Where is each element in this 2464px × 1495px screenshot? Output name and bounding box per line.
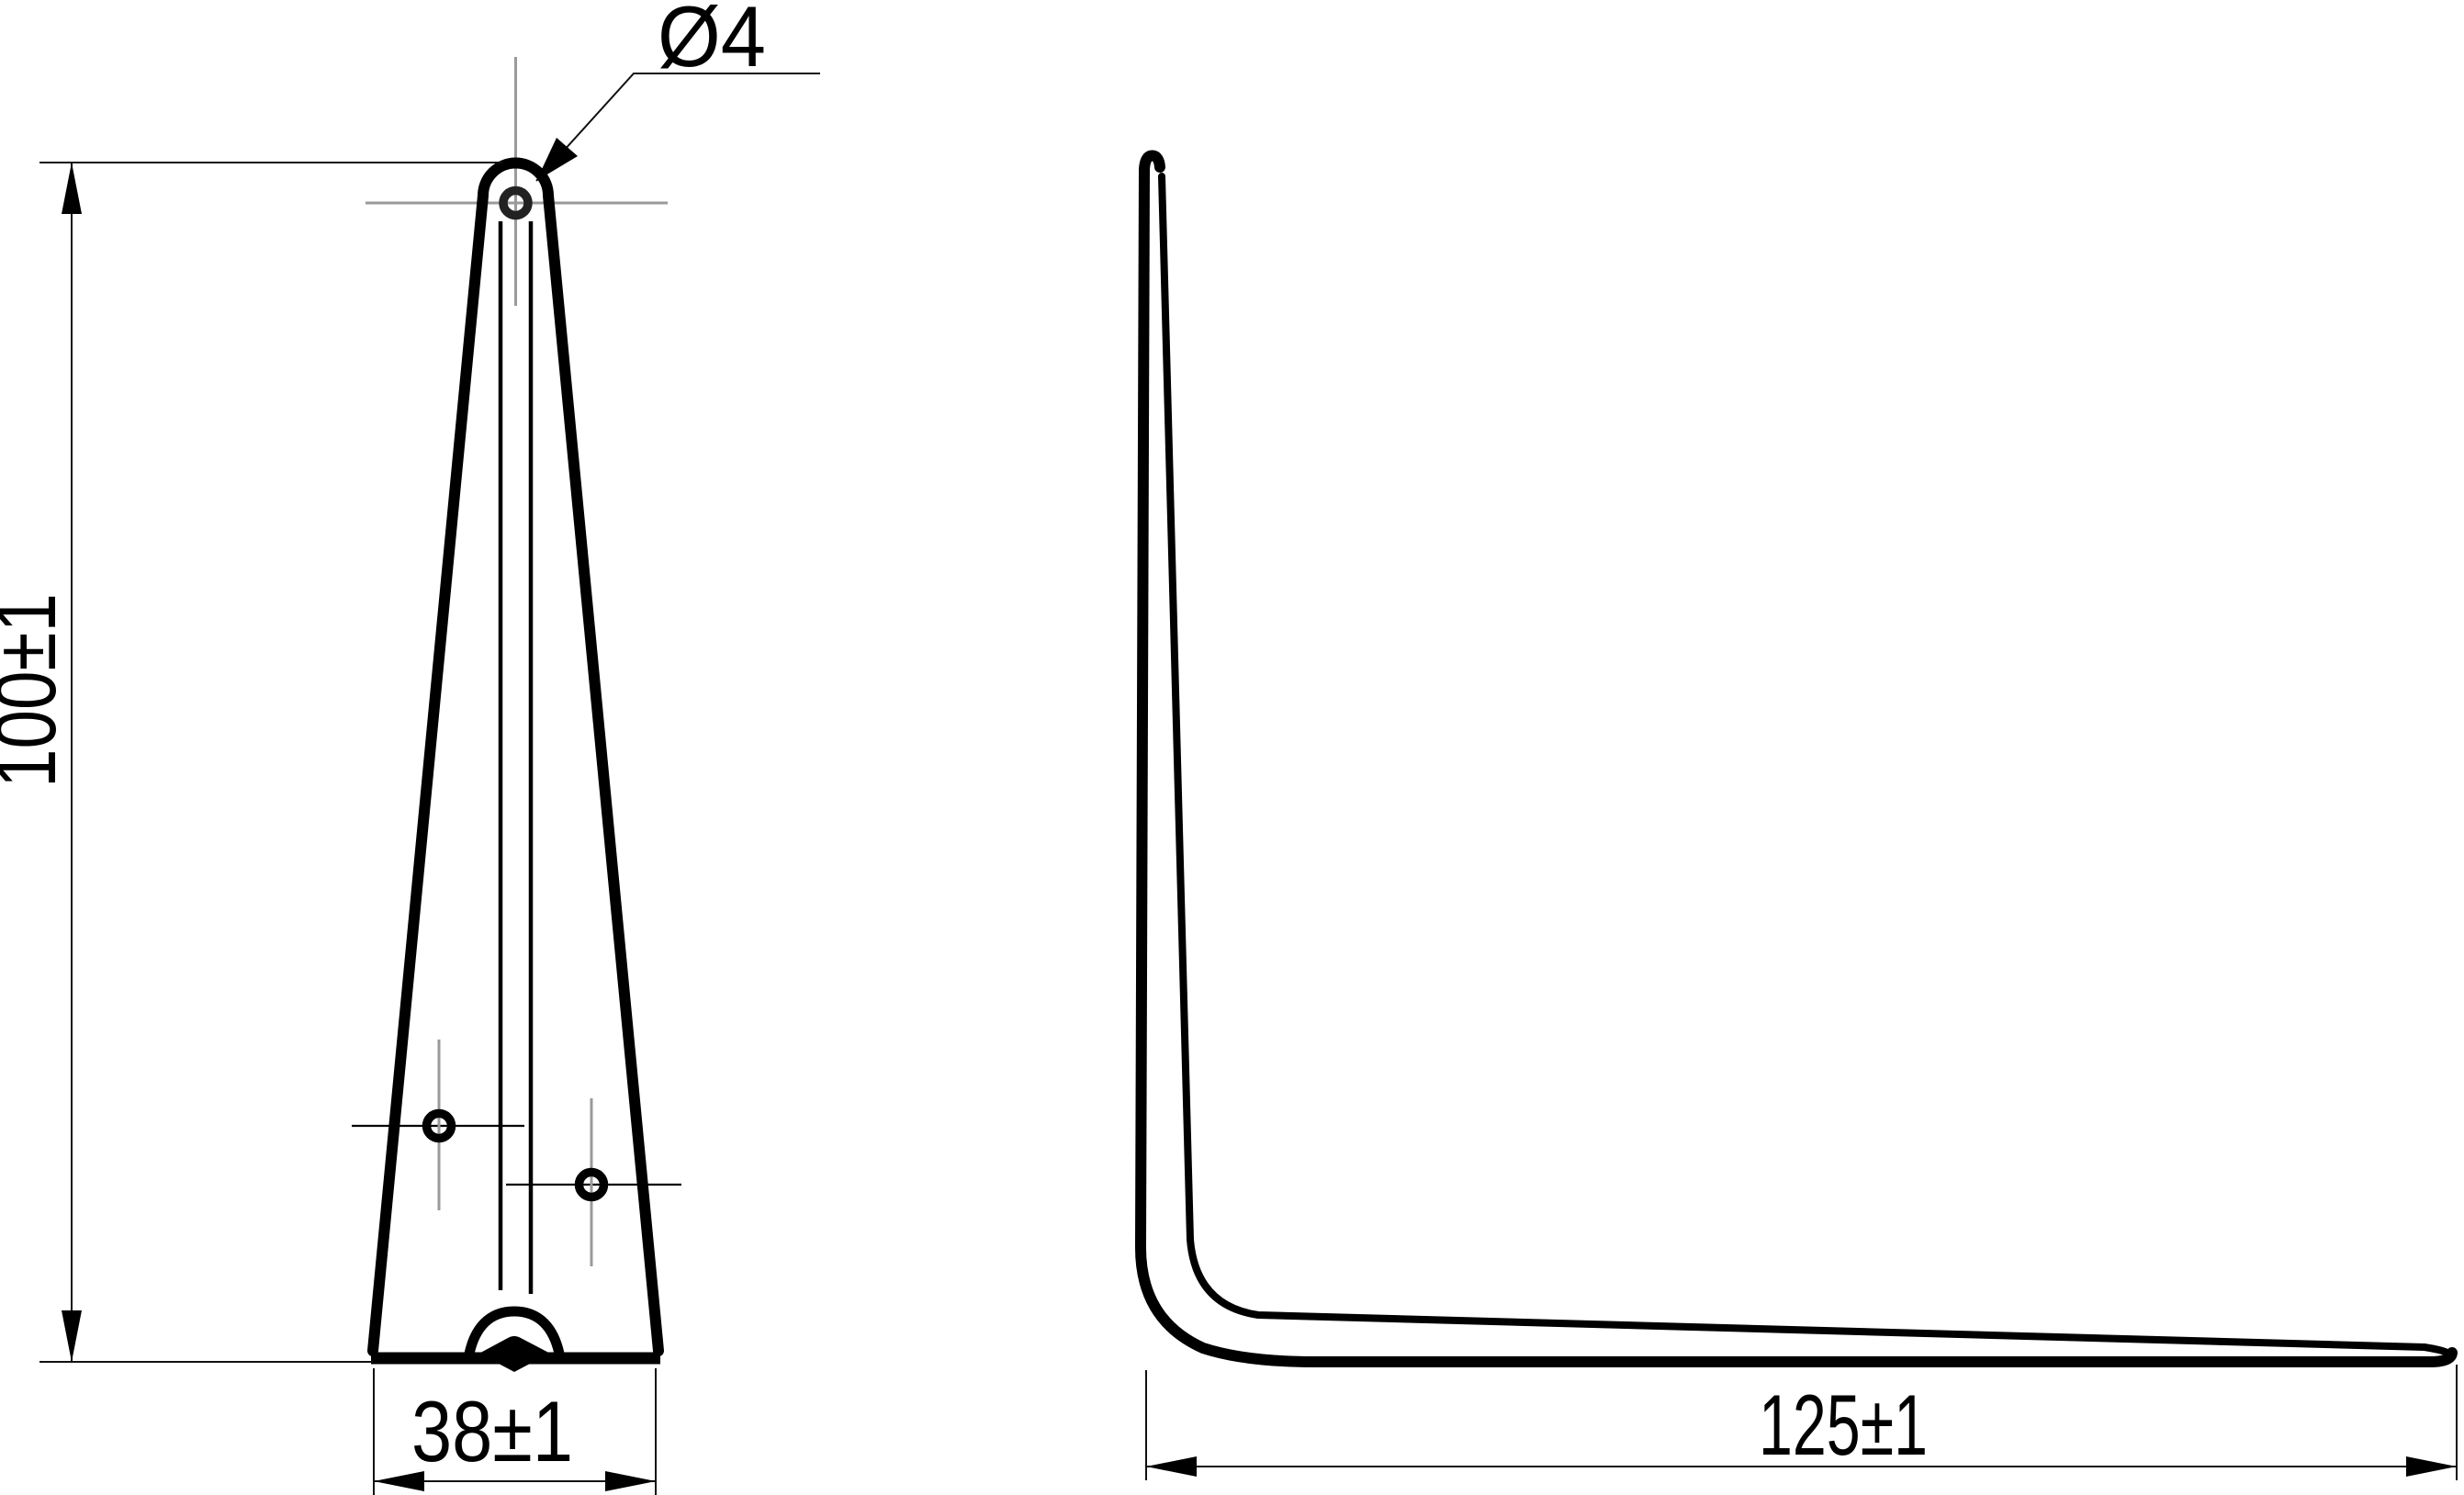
left-hole: [422, 1108, 456, 1143]
height-dimension: 100±1: [0, 162, 502, 1363]
hole-diameter-callout: Ø4: [535, 0, 820, 182]
right-hole: [574, 1167, 609, 1202]
arrowhead-down: [62, 1310, 82, 1362]
arrowhead-up: [62, 163, 82, 214]
arm-length-label: 125±1: [1759, 1377, 1928, 1473]
side-inner-profile: [1158, 173, 2454, 1358]
rib-dart: [499, 1364, 530, 1372]
side-outer-profile: [1134, 150, 2458, 1367]
base-width-label: 38±1: [411, 1383, 573, 1479]
leader-line: [535, 73, 820, 182]
hole-diameter-label: Ø4: [658, 0, 766, 84]
arrowhead-left: [374, 1471, 424, 1491]
base-width-dimension: 38±1: [373, 1368, 657, 1495]
rib-arch: [464, 1306, 565, 1359]
arrowhead-right: [605, 1471, 656, 1491]
arrowhead-left: [1146, 1456, 1197, 1477]
height-label: 100±1: [0, 593, 73, 788]
rib-chevron: [472, 1336, 557, 1363]
front-outline: [367, 157, 664, 1356]
side-view: [1134, 150, 2458, 1367]
arm-length-dimension: 125±1: [1145, 1365, 2458, 1480]
arrowhead-right: [2406, 1456, 2457, 1477]
leader-arrowhead: [536, 138, 578, 181]
top-hole: [499, 185, 533, 220]
front-view: [352, 57, 681, 1372]
